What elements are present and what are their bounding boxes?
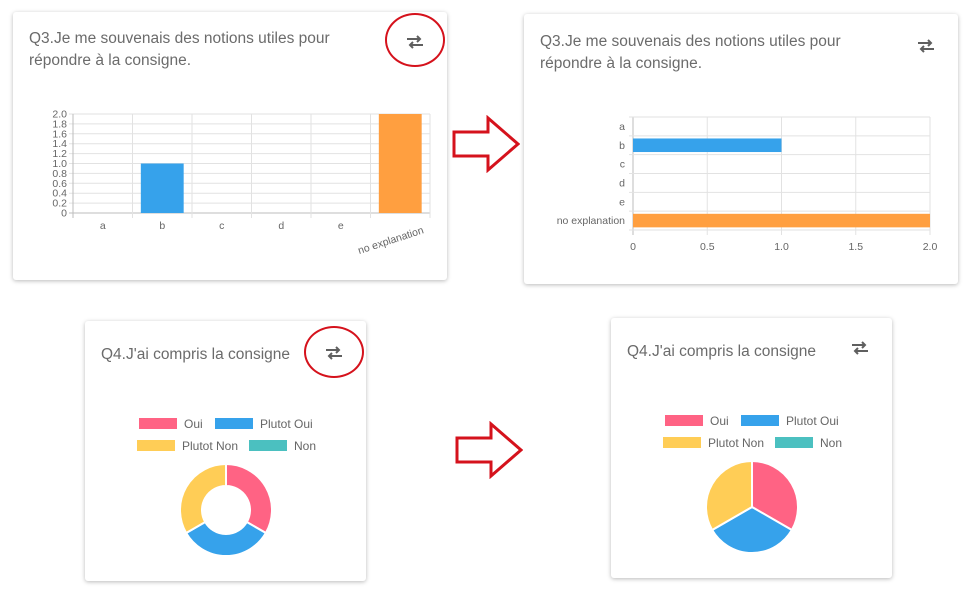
y-tick-label: 1.6 bbox=[52, 128, 67, 140]
bar bbox=[633, 138, 782, 153]
pie-slice bbox=[705, 459, 753, 532]
legend-swatch bbox=[741, 415, 779, 426]
x-tick-label: 0 bbox=[630, 241, 636, 253]
y-tick-label: 2.0 bbox=[52, 109, 67, 121]
card-title-line2: répondre à la consigne. bbox=[540, 55, 703, 72]
pie-slice bbox=[225, 462, 273, 535]
legend-label: Oui bbox=[184, 417, 203, 431]
swap-horizontal-icon bbox=[918, 39, 934, 53]
legend-label: Plutot Non bbox=[182, 439, 238, 453]
card-title: Q3.Je me souvenais des notions utiles po… bbox=[540, 31, 841, 75]
swap-horizontal-icon bbox=[326, 346, 342, 360]
card-q3-horizontal-bar: Q3.Je me souvenais des notions utiles po… bbox=[524, 14, 958, 284]
swap-chart-button[interactable] bbox=[404, 34, 426, 50]
legend-label: Plutot Oui bbox=[260, 417, 313, 431]
y-tick-label: no explanation bbox=[557, 215, 625, 227]
swap-horizontal-icon bbox=[407, 35, 423, 49]
y-tick-label: 1.8 bbox=[52, 118, 67, 130]
card-title: Q4.J'ai compris la consigne bbox=[101, 346, 291, 363]
x-tick-label: 0.5 bbox=[700, 241, 715, 253]
pie-slice bbox=[710, 505, 794, 554]
legend-label: Plutot Oui bbox=[786, 414, 839, 428]
y-tick-label: b bbox=[619, 140, 625, 152]
y-tick-label: 0.2 bbox=[52, 198, 67, 210]
card-title: Q4.J'ai compris la consigne bbox=[627, 343, 817, 360]
y-tick-label: 0.6 bbox=[52, 178, 67, 190]
legend-swatch bbox=[663, 437, 701, 448]
swap-chart-button[interactable] bbox=[323, 345, 345, 361]
legend-label: Non bbox=[294, 439, 316, 453]
card-title-line1: Q3.Je me souvenais des notions utiles po… bbox=[540, 33, 841, 50]
x-tick-label: 1.0 bbox=[774, 241, 789, 253]
x-tick-label: e bbox=[338, 220, 344, 232]
y-tick-label: 0 bbox=[61, 208, 67, 220]
pie-slice bbox=[184, 520, 268, 557]
x-tick-label: no explanation bbox=[356, 224, 425, 257]
bar bbox=[633, 213, 930, 228]
bar bbox=[378, 114, 422, 213]
pie-slice bbox=[751, 459, 799, 532]
card-q4-doughnut: Q4.J'ai compris la consigne Oui Plutot Ou… bbox=[85, 321, 366, 581]
legend-swatch bbox=[139, 418, 177, 429]
legend-swatch bbox=[137, 440, 175, 451]
swap-chart-button[interactable] bbox=[849, 340, 871, 356]
y-tick-label: c bbox=[620, 159, 625, 171]
legend-swatch bbox=[665, 415, 703, 426]
right-arrow-icon bbox=[455, 421, 523, 479]
right-arrow-icon bbox=[452, 115, 520, 173]
card-title-line2: répondre à la consigne. bbox=[29, 52, 192, 69]
card-q4-pie: Q4.J'ai compris la consigne Oui Plutot Ou… bbox=[611, 318, 892, 578]
pie-slice bbox=[179, 462, 227, 535]
y-tick-label: 1.0 bbox=[52, 158, 67, 170]
y-tick-label: d bbox=[619, 177, 625, 189]
y-tick-label: a bbox=[619, 121, 625, 133]
y-tick-label: 1.4 bbox=[52, 138, 67, 150]
x-tick-label: d bbox=[278, 220, 284, 232]
card-q3-vertical-bar: Q3.Je me souvenais des notions utiles po… bbox=[13, 12, 447, 280]
bar bbox=[140, 163, 184, 213]
x-tick-label: c bbox=[219, 220, 224, 232]
legend-swatch bbox=[775, 437, 813, 448]
x-tick-label: b bbox=[159, 220, 165, 232]
y-tick-label: 0.4 bbox=[52, 188, 67, 200]
swap-chart-button[interactable] bbox=[915, 38, 937, 54]
legend-label: Non bbox=[820, 436, 842, 450]
legend-swatch bbox=[215, 418, 253, 429]
x-tick-label: a bbox=[100, 220, 106, 232]
legend-label: Plutot Non bbox=[708, 436, 764, 450]
y-tick-label: e bbox=[619, 196, 625, 208]
card-title-line1: Q3.Je me souvenais des notions utiles po… bbox=[29, 30, 330, 47]
legend-swatch bbox=[249, 440, 287, 451]
y-tick-label: 1.2 bbox=[52, 148, 67, 160]
x-tick-label: 2.0 bbox=[923, 241, 938, 253]
swap-horizontal-icon bbox=[852, 341, 868, 355]
x-tick-label: 1.5 bbox=[848, 241, 863, 253]
card-title: Q3.Je me souvenais des notions utiles po… bbox=[29, 28, 330, 72]
legend-label: Oui bbox=[710, 414, 729, 428]
y-tick-label: 0.8 bbox=[52, 168, 67, 180]
